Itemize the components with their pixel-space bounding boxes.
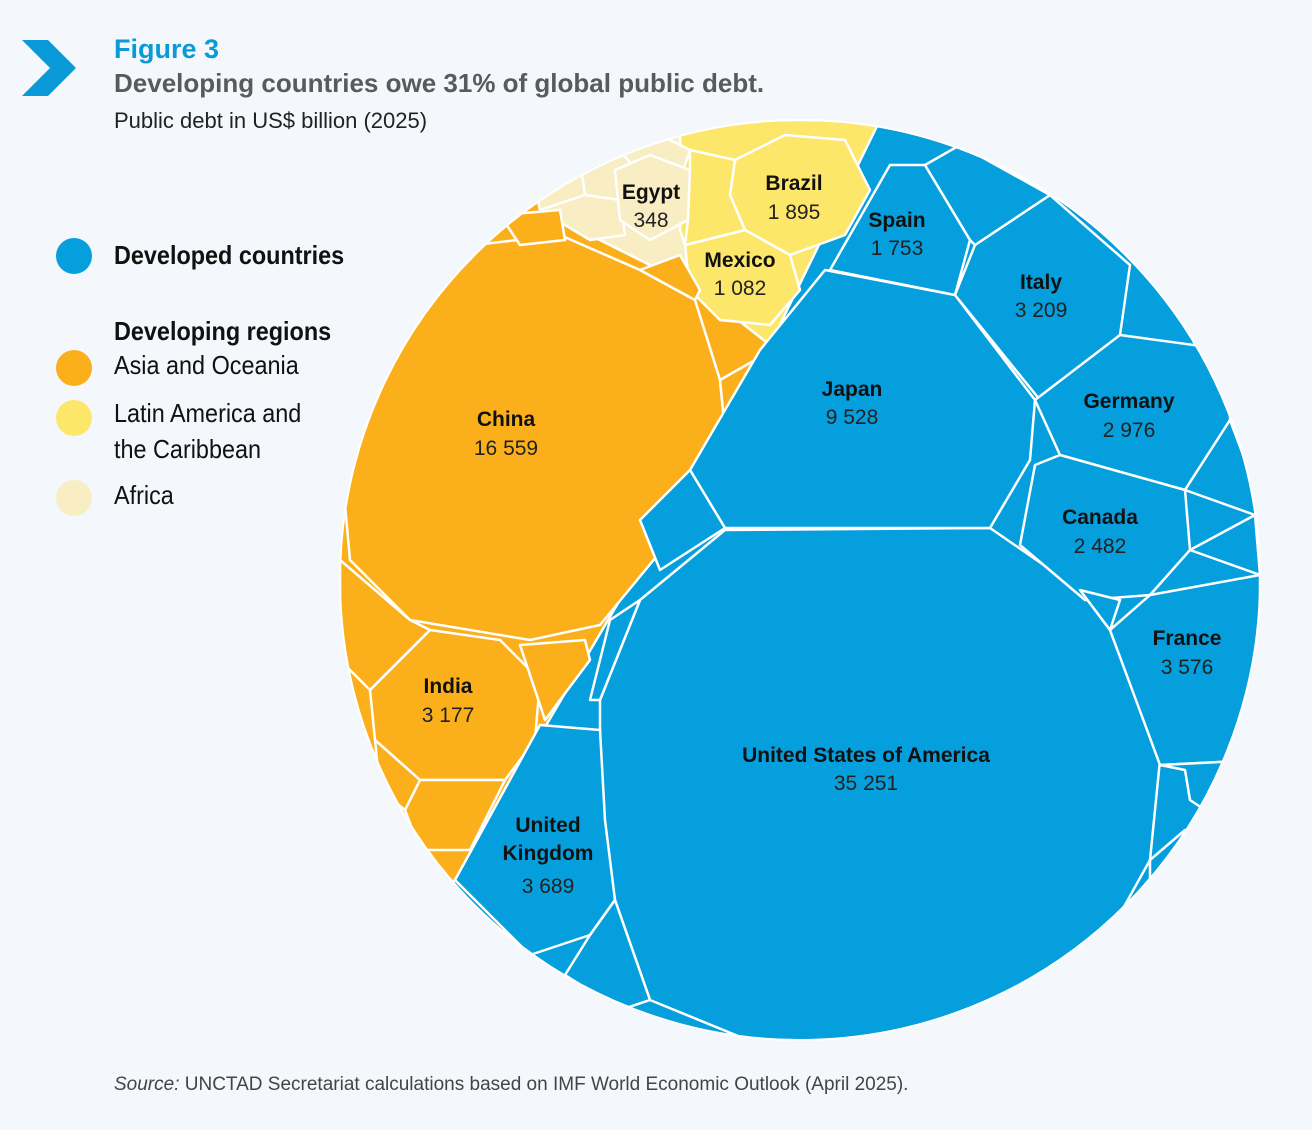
- label-germany-value: 2 976: [1103, 419, 1156, 442]
- legend-item-latam: Latin America and the Caribbean: [56, 398, 386, 480]
- cell-asia-small: [340, 558, 432, 692]
- label-japan-value: 9 528: [826, 406, 879, 429]
- cell-developed-small: [1188, 513, 1260, 577]
- label-italy-value: 3 209: [1015, 299, 1068, 322]
- cell-developed-small: [1183, 418, 1260, 517]
- label-italy-name: Italy: [1020, 271, 1062, 294]
- label-germany-name: Germany: [1083, 390, 1174, 413]
- legend: Developed countries Developing regions A…: [56, 236, 386, 516]
- legend-heading-developing: Developing regions: [56, 312, 386, 350]
- cell-canada: [1018, 453, 1192, 602]
- label-uk-value: 3 689: [522, 875, 575, 898]
- legend-swatch-africa: [56, 480, 92, 516]
- legend-swatch-developed: [56, 238, 92, 274]
- chart-circle-outline: [339, 119, 1261, 1041]
- chevron-right-icon: [22, 40, 76, 96]
- source-text: UNCTAD Secretariat calculations based on…: [179, 1074, 909, 1095]
- cell-developed-small: [1078, 588, 1122, 632]
- legend-label-developed: Developed countries: [114, 240, 345, 270]
- figure-label: Figure 3: [114, 34, 220, 64]
- legend-label-latam-line1: Latin America and: [114, 398, 302, 428]
- cell-latam-small: [683, 148, 747, 247]
- label-usa-value: 35 251: [834, 772, 898, 795]
- cell-developed-small: [638, 468, 727, 572]
- label-india-value: 3 177: [422, 704, 475, 727]
- label-brazil-value: 1 895: [768, 201, 821, 224]
- cell-france: [1108, 573, 1260, 767]
- cell-asia-small: [638, 253, 702, 302]
- legend-item-developed: Developed countries: [56, 236, 386, 274]
- label-spain-value: 1 753: [871, 237, 924, 260]
- label-india-name: India: [423, 675, 472, 698]
- label-canada-value: 2 482: [1074, 535, 1127, 558]
- label-egypt-value: 348: [633, 209, 668, 232]
- chart-subtitle: Public debt in US$ billion (2025): [114, 108, 428, 133]
- legend-swatch-latam: [56, 400, 92, 436]
- source-prefix: Source:: [114, 1074, 180, 1095]
- label-china-name: China: [477, 408, 536, 431]
- label-uk-name-line1: United: [515, 814, 580, 837]
- label-usa-name: United States of America: [742, 744, 990, 767]
- legend-heading-text: Developing regions: [114, 316, 332, 346]
- label-china-value: 16 559: [474, 437, 538, 460]
- legend-item-asia: Asia and Oceania: [56, 350, 386, 388]
- cell-developed-small: [588, 598, 642, 702]
- cell-developed-small: [923, 143, 1052, 247]
- label-brazil-name: Brazil: [765, 172, 822, 195]
- legend-label-asia: Asia and Oceania: [114, 350, 299, 380]
- label-canada-name: Canada: [1062, 506, 1138, 529]
- cell-developed-small: [563, 898, 652, 1012]
- legend-swatch-asia: [56, 350, 92, 386]
- label-mexico-value: 1 082: [714, 277, 767, 300]
- label-france-value: 3 576: [1161, 656, 1214, 679]
- label-japan-name: Japan: [822, 378, 883, 401]
- source-note: Source: UNCTAD Secretariat calculations …: [114, 1074, 908, 1096]
- label-uk-name-line2: Kingdom: [503, 842, 594, 865]
- label-egypt-name: Egypt: [622, 181, 680, 204]
- legend-label-africa: Africa: [114, 480, 174, 510]
- cell-asia-small: [518, 638, 592, 722]
- label-mexico-name: Mexico: [704, 249, 775, 272]
- chart-title: Developing countries owe 31% of global p…: [114, 68, 765, 98]
- label-spain-name: Spain: [868, 209, 925, 232]
- legend-item-africa: Africa: [56, 480, 386, 518]
- label-france-name: France: [1153, 627, 1222, 650]
- legend-label-latam-line2: the Caribbean: [114, 434, 262, 464]
